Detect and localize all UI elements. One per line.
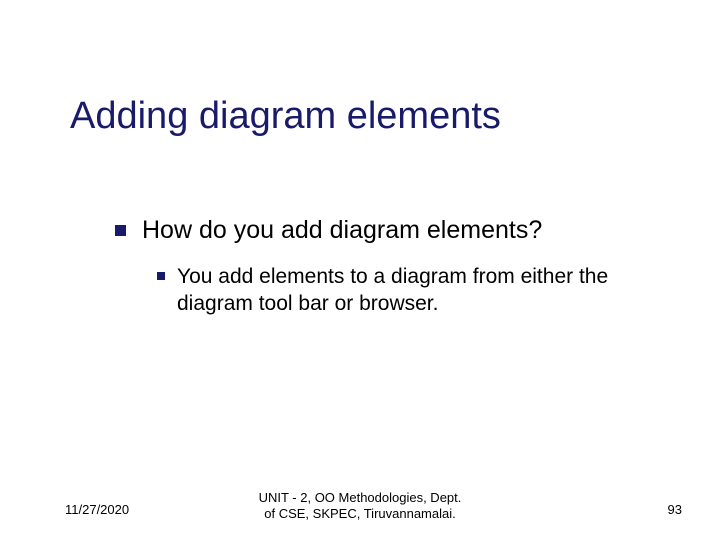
- footer-center-line1: UNIT - 2, OO Methodologies, Dept.: [0, 490, 720, 506]
- footer-center: UNIT - 2, OO Methodologies, Dept. of CSE…: [0, 490, 720, 523]
- bullet-level1-row: How do you add diagram elements?: [115, 215, 675, 246]
- slide: Adding diagram elements How do you add d…: [0, 0, 720, 540]
- bullet-level2-row: You add elements to a diagram from eithe…: [157, 264, 677, 317]
- square-bullet-icon: [115, 225, 126, 236]
- slide-title: Adding diagram elements: [70, 95, 501, 138]
- bullet-level2-text: You add elements to a diagram from eithe…: [177, 264, 677, 317]
- bullet-level1-text: How do you add diagram elements?: [142, 215, 542, 246]
- bullet-level2-container: You add elements to a diagram from eithe…: [157, 264, 677, 317]
- bullet-level1-container: How do you add diagram elements? You add…: [115, 215, 675, 317]
- footer-page-number: 93: [668, 502, 682, 517]
- square-bullet-icon: [157, 272, 165, 280]
- footer-center-line2: of CSE, SKPEC, Tiruvannamalai.: [0, 506, 720, 522]
